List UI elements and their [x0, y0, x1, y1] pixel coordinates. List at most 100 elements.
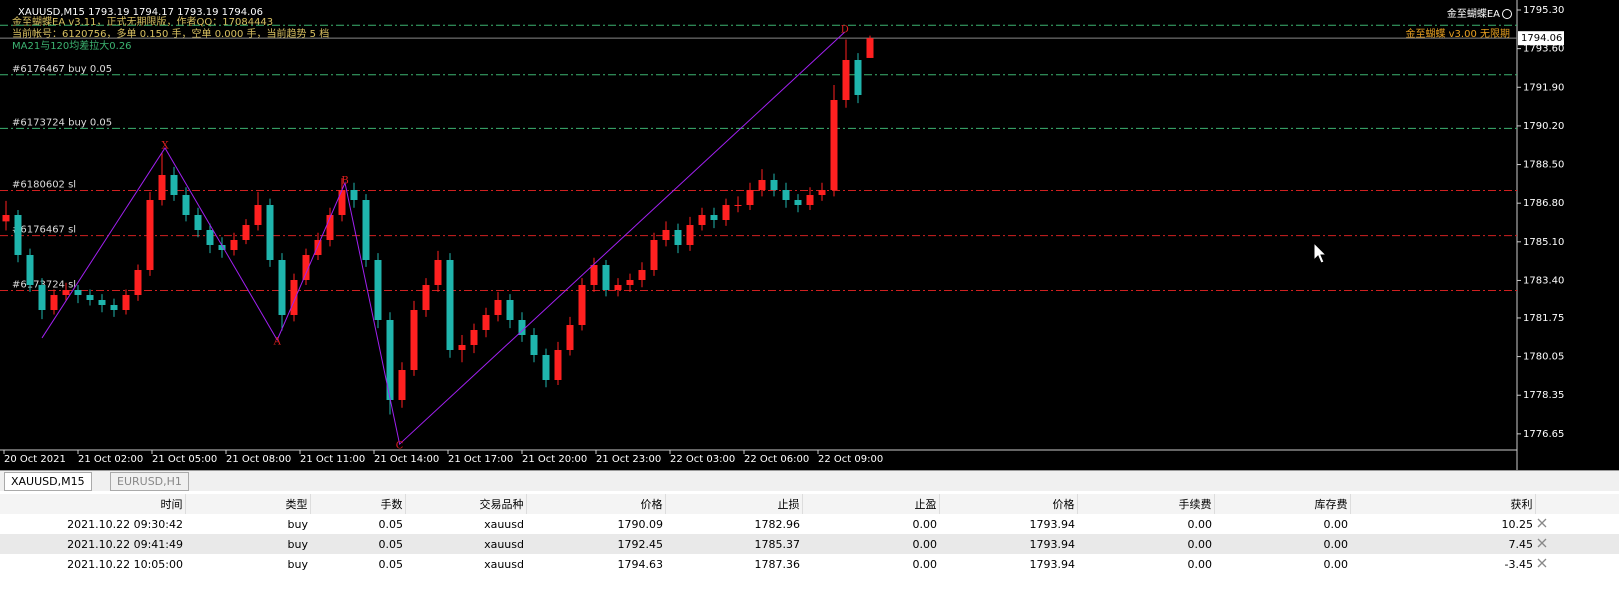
close-cell — [1535, 554, 1619, 574]
tab-bar: XAUUSD,M15 EURUSD,H1 — [0, 470, 1619, 491]
candle-body — [782, 190, 790, 200]
candle-body — [206, 230, 214, 245]
ea-icon — [1502, 9, 1512, 19]
current-price-label: 1794.06 — [1521, 33, 1562, 44]
x-tick-label: 20 Oct 2021 — [4, 454, 66, 465]
table-cell: xauusd — [484, 517, 524, 531]
candle-body — [530, 335, 538, 355]
close-cell — [1535, 514, 1619, 534]
candle-body — [854, 60, 862, 95]
symbol-tab[interactable]: XAUUSD,M15 — [4, 472, 92, 491]
candle-body — [170, 175, 178, 195]
table-cell: 1792.45 — [526, 534, 665, 554]
table-cell: 0.00 — [912, 557, 938, 571]
close-order-icon[interactable] — [1537, 518, 1547, 528]
candle-body — [626, 280, 634, 285]
column-header: 价格 — [939, 494, 1078, 514]
table-cell: buy — [287, 557, 308, 571]
close-order-icon[interactable] — [1537, 558, 1547, 568]
order-label: #6176467 buy 0.05 — [12, 64, 112, 75]
candle-body — [506, 300, 514, 320]
candle-body — [806, 195, 814, 205]
table-cell: 0.00 — [1077, 534, 1214, 554]
table-cell: 0.05 — [310, 534, 405, 554]
candle-body — [830, 100, 838, 190]
candle-body — [422, 285, 430, 310]
table-cell: 1794.63 — [617, 557, 664, 571]
table-cell: 1790.09 — [617, 517, 664, 531]
candle-body — [230, 240, 238, 250]
table-cell: 0.05 — [378, 557, 404, 571]
y-tick-label: 1785.10 — [1523, 237, 1564, 248]
candle-body — [290, 280, 298, 315]
candle-body — [722, 205, 730, 220]
table-cell: 10.25 — [1501, 517, 1534, 531]
candle-body — [146, 200, 154, 270]
candle-body — [386, 320, 394, 400]
table-cell: buy — [185, 534, 310, 554]
candle-body — [362, 200, 370, 260]
candle-body — [158, 175, 166, 200]
ea-version: 金至蝴蝶 v3.00 无限期 — [1405, 27, 1510, 40]
candle-body — [770, 180, 778, 190]
candle-body — [446, 260, 454, 350]
y-tick-label: 1783.40 — [1523, 275, 1564, 286]
x-tick-label: 22 Oct 03:00 — [670, 454, 735, 465]
candle-body — [242, 225, 250, 240]
close-cell — [1535, 534, 1619, 554]
x-tick-label: 21 Oct 17:00 — [448, 454, 513, 465]
candle-body — [650, 240, 658, 270]
pattern-label: A — [273, 337, 282, 348]
x-tick-label: 22 Oct 06:00 — [744, 454, 809, 465]
symbol-tab[interactable]: EURUSD,H1 — [110, 472, 189, 491]
table-cell: 1787.36 — [754, 557, 801, 571]
candle-body — [50, 295, 58, 310]
candle-body — [326, 215, 334, 240]
candle-body — [458, 345, 466, 350]
x-tick-label: 21 Oct 20:00 — [522, 454, 587, 465]
y-tick-label: 1778.35 — [1523, 390, 1564, 401]
chart: XAUUSD,M15 1793.19 1794.17 1793.19 1794.… — [0, 0, 1619, 470]
candle-body — [494, 300, 502, 315]
candle-body — [602, 265, 610, 290]
candle-body — [410, 310, 418, 370]
candle-body — [554, 350, 562, 380]
table-cell: xauusd — [484, 557, 524, 571]
candle-body — [542, 355, 550, 380]
candle-body — [218, 245, 226, 250]
table-row: 2021.10.22 10:05:00 buy 0.05 xauusd 1794.63 1… — [0, 554, 1619, 574]
candle-body — [686, 225, 694, 245]
close-order-icon[interactable] — [1537, 538, 1547, 548]
ma-line: MA21与120均差拉大0.26 — [12, 39, 132, 52]
candle-body — [518, 320, 526, 335]
candle-body — [374, 260, 382, 320]
table-row: 2021.10.22 09:30:42 buy 0.05 xauusd 1790.09 1… — [0, 514, 1619, 534]
current-price-box — [1518, 31, 1564, 46]
x-tick-label: 21 Oct 05:00 — [152, 454, 217, 465]
y-tick-label: 1795.30 — [1523, 5, 1564, 16]
y-tick-label: 1788.50 — [1523, 160, 1564, 171]
column-header: 手数 — [310, 494, 406, 514]
candle-body — [566, 325, 574, 350]
table-row: 2021.10.22 09:41:49 buy 0.05 xauusd 1792.45 1… — [0, 534, 1619, 554]
order-label: #6173724 sl — [12, 279, 76, 290]
y-tick-label: 1790.20 — [1523, 121, 1564, 132]
candle-body — [134, 270, 142, 295]
candle-body — [866, 38, 874, 58]
candle-body — [266, 205, 274, 260]
y-tick-label: 1776.65 — [1523, 429, 1564, 440]
candle-body — [74, 290, 82, 295]
x-tick-label: 21 Oct 14:00 — [374, 454, 439, 465]
candle-body — [614, 285, 622, 290]
table-cell: 0.05 — [378, 517, 404, 531]
candle-body — [338, 190, 346, 215]
table-cell: 0.00 — [1214, 534, 1350, 554]
column-header: 止盈 — [802, 494, 940, 514]
candle-body — [674, 230, 682, 245]
column-header: 价格 — [526, 494, 666, 514]
candle-body — [662, 230, 670, 240]
candle-body — [14, 215, 22, 255]
candle-body — [842, 60, 850, 100]
table-cell: 0.00 — [1323, 517, 1349, 531]
